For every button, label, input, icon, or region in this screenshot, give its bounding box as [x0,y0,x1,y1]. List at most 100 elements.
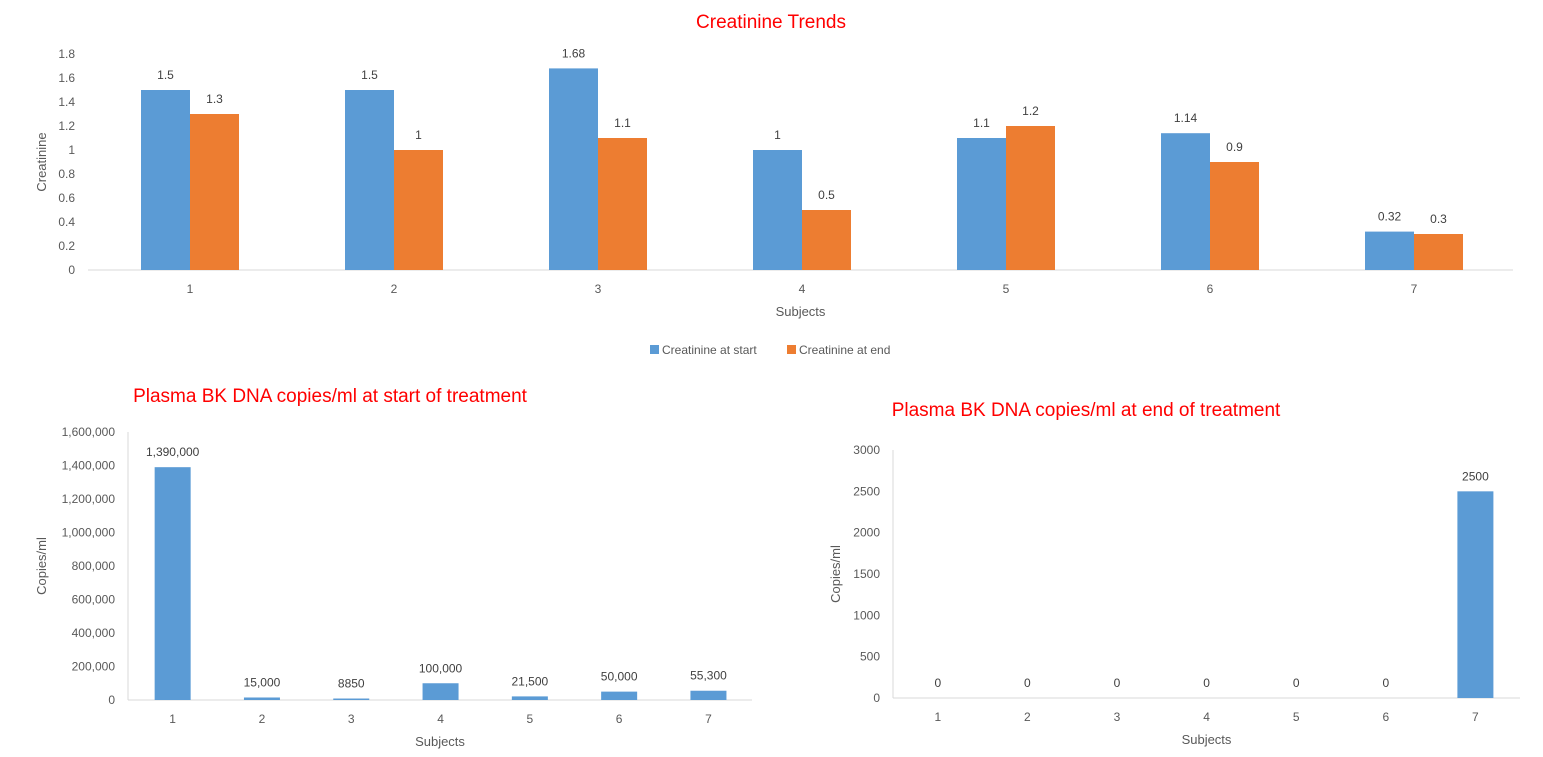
x-tick-label: 7 [1411,282,1418,296]
bk-end-chart: Plasma BK DNA copies/ml at end of treatm… [828,400,1520,747]
x-axis-title: Subjects [415,734,465,749]
x-tick-label: 4 [1203,710,1210,724]
x-tick-label: 3 [348,712,355,726]
bar-series-1-subject-3 [549,68,598,271]
x-tick-label: 2 [1024,710,1031,724]
y-tick-label: 1.2 [58,119,75,133]
bar-series-1-subject-6 [601,691,638,700]
data-label: 1 [415,128,422,142]
bar-series-1-subject-7 [1457,491,1494,698]
bar-series-1-subject-7 [1365,231,1414,270]
x-tick-label: 7 [1472,710,1479,724]
y-tick-label: 600,000 [72,593,116,607]
data-label: 8850 [338,677,365,691]
data-label: 0 [1203,676,1210,690]
y-tick-label: 0 [108,693,115,707]
y-tick-label: 800,000 [72,559,116,573]
data-label: 0.3 [1430,212,1447,226]
bar-series-1-subject-1 [154,467,191,700]
y-tick-label: 1 [68,143,75,157]
data-label: 100,000 [419,661,463,675]
chart-title: Plasma BK DNA copies/ml at end of treatm… [892,400,1281,421]
data-label: 55,300 [690,669,727,683]
bar-series-1-subject-7 [690,690,727,700]
data-label: 1,390,000 [146,445,200,459]
chart-title: Plasma BK DNA copies/ml at start of trea… [133,386,528,407]
data-label: 50,000 [601,670,638,684]
bar-series-2-subject-5 [1006,126,1055,270]
x-tick-label: 5 [1293,710,1300,724]
y-tick-label: 1,600,000 [62,425,116,439]
y-tick-label: 0 [873,691,880,705]
y-tick-label: 1000 [853,608,880,622]
x-tick-label: 1 [169,712,176,726]
y-tick-label: 0 [68,263,75,277]
data-label: 1.5 [157,68,174,82]
data-label: 0.5 [818,188,835,202]
y-axis-title: Copies/ml [828,545,843,603]
bar-series-1-subject-2 [243,697,280,700]
data-label: 15,000 [244,675,281,689]
bar-series-1-subject-4 [422,683,459,700]
data-label: 1.14 [1174,111,1198,125]
data-label: 0 [1293,676,1300,690]
x-tick-label: 7 [705,712,712,726]
bar-series-1-subject-6 [1161,133,1210,270]
x-tick-label: 2 [391,282,398,296]
bar-series-1-subject-5 [511,696,548,700]
legend-label: Creatinine at end [799,343,890,357]
y-tick-label: 1,000,000 [62,526,116,540]
bar-series-1-subject-5 [957,138,1006,270]
bk-start-chart: Plasma BK DNA copies/ml at start of trea… [34,386,752,749]
data-label: 1.68 [562,46,586,60]
data-label: 1.5 [361,68,378,82]
creatinine-chart: Creatinine Trends 0 0.2 0.4 0.6 0.8 1 1.2 1.4 1.6… [34,12,1513,357]
legend-swatch [787,345,796,354]
data-label: 1.3 [206,92,223,106]
data-label: 0 [1114,676,1121,690]
x-tick-label: 4 [799,282,806,296]
data-label: 0 [934,676,941,690]
x-axis-title: Subjects [1182,732,1232,747]
y-tick-label: 0.4 [58,215,75,229]
data-label: 0 [1382,676,1389,690]
bar-series-1-subject-1 [141,90,190,270]
x-tick-label: 6 [1382,710,1389,724]
legend-swatch [650,345,659,354]
x-tick-label: 3 [595,282,602,296]
legend-label: Creatinine at start [662,343,757,357]
bar-series-1-subject-2 [345,90,394,270]
x-tick-label: 1 [934,710,941,724]
data-label: 1.1 [614,116,631,130]
x-tick-label: 6 [1207,282,1214,296]
y-tick-label: 1,400,000 [62,459,116,473]
x-axis-title: Subjects [776,304,826,319]
data-label: 2500 [1462,469,1489,483]
bar-series-2-subject-3 [598,138,647,270]
x-tick-label: 1 [187,282,194,296]
bar-series-2-subject-4 [802,210,851,270]
y-tick-label: 1.6 [58,71,75,85]
y-tick-label: 1500 [853,567,880,581]
y-tick-label: 0.6 [58,191,75,205]
data-label: 0 [1024,676,1031,690]
data-label: 0.9 [1226,140,1243,154]
y-tick-label: 500 [860,650,880,664]
y-tick-label: 2500 [853,484,880,498]
y-tick-label: 1.8 [58,47,75,61]
legend: Creatinine at start Creatinine at end [650,343,890,357]
data-label: 1.2 [1022,104,1039,118]
y-axis-title: Creatinine [34,132,49,191]
x-tick-label: 5 [1003,282,1010,296]
y-tick-label: 400,000 [72,626,116,640]
y-tick-label: 200,000 [72,660,116,674]
bar-series-1-subject-3 [333,698,370,700]
x-tick-label: 3 [1114,710,1121,724]
y-tick-label: 2000 [853,526,880,540]
data-label: 0.32 [1378,210,1402,224]
x-tick-label: 2 [259,712,266,726]
y-tick-label: 0.8 [58,167,75,181]
bar-series-2-subject-7 [1414,234,1463,270]
bar-series-1-subject-4 [753,150,802,270]
data-label: 1 [774,128,781,142]
